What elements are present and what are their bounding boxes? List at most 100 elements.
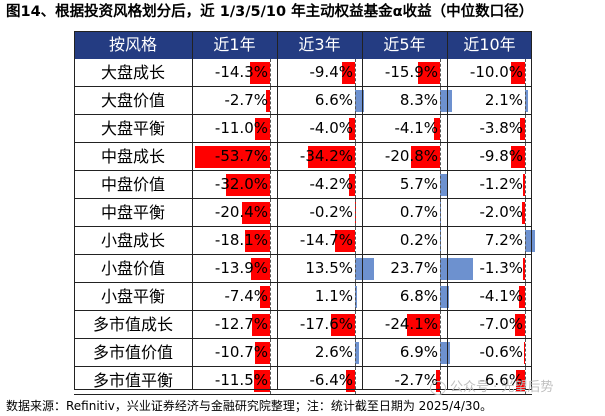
zero-axis	[525, 115, 526, 142]
value-label: -11.5%	[214, 371, 268, 389]
value-cell: -2.7%	[192, 87, 277, 114]
value-cell: -1.2%	[447, 171, 532, 198]
data-bar	[346, 370, 355, 392]
zero-axis	[270, 87, 271, 114]
row-label: 多市值平衡	[92, 371, 173, 390]
zero-axis	[355, 255, 356, 282]
table-row: 大盘平衡 -11.0% -4.0% -4.1% -3.8%	[74, 115, 532, 143]
value-cell: 13.5%	[277, 255, 374, 282]
table-row: 大盘价值 -2.7% 6.6% 8.3% 2.1%	[74, 87, 532, 115]
value-label: -24.1%	[384, 315, 438, 333]
value-label: -12.7%	[214, 315, 268, 333]
data-bar	[259, 286, 270, 308]
data-bar	[254, 370, 270, 392]
column-header-2: 近3年	[298, 35, 341, 54]
data-bar	[252, 314, 270, 336]
zero-axis	[355, 59, 356, 86]
value-cell: -34.2%	[277, 143, 362, 170]
row-label: 小盘成长	[100, 231, 165, 250]
value-cell: 2.6%	[277, 339, 362, 366]
value-cell: -4.0%	[277, 115, 362, 142]
value-cell: -17.6%	[277, 311, 362, 338]
value-cell: -14.7%	[277, 227, 362, 254]
row-label: 小盘价值	[100, 259, 165, 278]
data-bar	[406, 314, 440, 336]
data-bar	[440, 90, 452, 112]
zero-axis	[525, 143, 526, 170]
zero-axis	[525, 283, 526, 310]
data-bar	[244, 230, 270, 252]
column-divider	[447, 31, 448, 390]
value-label: -7.4%	[224, 287, 268, 305]
data-bar	[355, 342, 359, 364]
value-label: 0.7%	[399, 203, 438, 221]
value-cell: -10.7%	[192, 339, 277, 366]
column-header-1: 近1年	[213, 35, 256, 54]
data-bar	[440, 342, 450, 364]
value-label: -11.0%	[214, 119, 268, 137]
data-bar	[330, 314, 355, 336]
value-cell: -6.4%	[277, 367, 362, 394]
zero-axis	[355, 227, 356, 254]
value-label: 8.3%	[399, 91, 438, 109]
value-cell: -4.1%	[447, 283, 532, 310]
value-label: -10.7%	[214, 343, 268, 361]
value-label: -53.7%	[214, 147, 268, 165]
zero-axis	[525, 339, 526, 366]
data-bar	[515, 370, 525, 392]
row-label: 多市值成长	[92, 315, 173, 334]
table-header: 按风格 近1年 近3年 近5年 近10年	[74, 31, 532, 59]
value-cell: -7.4%	[192, 283, 277, 310]
column-divider	[192, 31, 193, 390]
data-bar	[355, 258, 374, 280]
value-label: -7.0%	[479, 315, 523, 333]
value-cell: -13.9%	[192, 255, 277, 282]
data-bar	[255, 342, 270, 364]
data-bar	[511, 146, 525, 168]
value-label: 13.5%	[305, 259, 353, 277]
data-bar	[349, 118, 355, 140]
data-bar	[434, 118, 440, 140]
zero-axis	[355, 339, 356, 366]
zero-axis	[355, 115, 356, 142]
data-bar	[523, 258, 525, 280]
zero-axis	[270, 339, 271, 366]
value-label: -17.6%	[299, 315, 353, 333]
value-cell: 1.1%	[277, 283, 362, 310]
value-cell: 5.7%	[362, 171, 448, 198]
zero-axis	[270, 171, 271, 198]
data-bar	[355, 90, 365, 112]
table-row: 大盘成长 -14.3% -9.4% -15.9% -10.0%	[74, 59, 532, 87]
zero-axis	[525, 171, 526, 198]
value-label: -3.8%	[479, 119, 523, 137]
zero-axis	[525, 367, 526, 394]
zero-axis	[440, 255, 441, 282]
value-label: 2.1%	[484, 91, 523, 109]
zero-axis	[355, 311, 356, 338]
value-label: -4.2%	[309, 175, 353, 193]
zero-axis	[525, 87, 526, 114]
data-bar	[525, 90, 528, 112]
zero-axis	[525, 199, 526, 226]
value-label: -2.7%	[224, 91, 268, 109]
value-label: -14.7%	[299, 231, 353, 249]
zero-axis	[355, 87, 356, 114]
data-bar	[522, 202, 525, 224]
value-label: 6.9%	[399, 343, 438, 361]
value-cell: -20.8%	[362, 143, 447, 170]
zero-axis	[355, 143, 356, 170]
value-cell: -4.1%	[362, 115, 447, 142]
value-cell: -11.5%	[192, 367, 277, 394]
zero-axis	[355, 199, 356, 226]
zero-axis	[270, 311, 271, 338]
value-label: -20.4%	[214, 203, 268, 221]
value-label: -20.8%	[384, 147, 438, 165]
zero-axis	[525, 59, 526, 86]
data-bar	[515, 314, 525, 336]
value-cell: -0.2%	[277, 199, 362, 226]
value-label: -0.2%	[309, 203, 353, 221]
zero-axis	[440, 87, 441, 114]
value-cell: 8.3%	[362, 87, 452, 114]
data-bar	[440, 174, 448, 196]
zero-axis	[270, 115, 271, 142]
